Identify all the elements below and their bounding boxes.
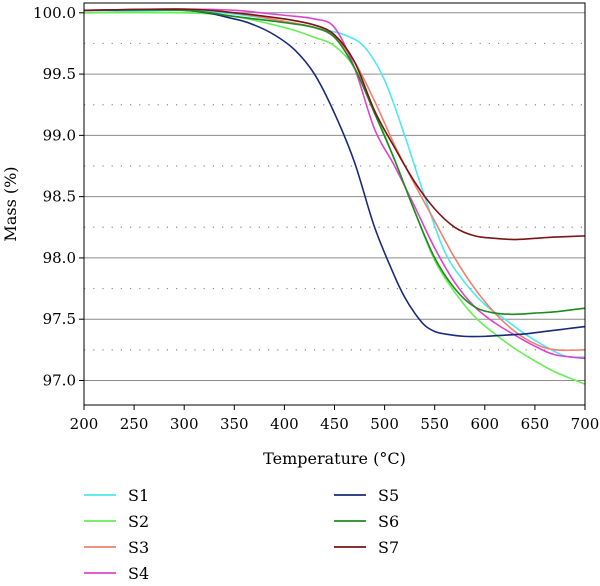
y-tick-label: 98.5	[43, 188, 76, 206]
x-tick-label: 300	[170, 415, 199, 433]
y-axis-label: Mass (%)	[1, 166, 20, 241]
series-line-s6	[83, 9, 586, 316]
legend-label-s4: S4	[128, 564, 149, 581]
series-lines	[83, 8, 586, 385]
legend-label-s1: S1	[128, 486, 149, 505]
y-tick-label: 97.0	[43, 371, 76, 389]
legend: S1 S2 S3 S4 S5 S6 S7	[84, 486, 399, 583]
x-tick-label: 500	[370, 415, 399, 433]
legend-label-s3: S3	[128, 538, 149, 557]
legend-label-s5: S5	[378, 486, 399, 505]
y-tick-label: 99.5	[43, 65, 76, 83]
x-axis-ticks: 200 250 300 350 400 450 500 550 600 650 700	[70, 405, 600, 433]
x-tick-label: 450	[320, 415, 349, 433]
series-line-s3	[83, 8, 586, 352]
x-tick-label: 350	[220, 415, 249, 433]
x-tick-label: 400	[270, 415, 299, 433]
series-line-s4	[83, 8, 586, 360]
x-tick-label: 200	[70, 415, 99, 433]
x-axis-label: Temperature (°C)	[263, 449, 406, 468]
legend-label-s2: S2	[128, 512, 149, 531]
y-axis-ticks: 97.0 97.5 98.0 98.5 99.0 99.5 100.0	[33, 4, 84, 389]
y-tick-label: 99.0	[43, 126, 76, 144]
x-tick-label: 700	[571, 415, 600, 433]
legend-label-s7: S7	[378, 538, 399, 557]
x-tick-label: 650	[521, 415, 550, 433]
y-tick-label: 97.5	[43, 310, 76, 328]
x-tick-label: 550	[420, 415, 449, 433]
y-tick-label: 100.0	[33, 4, 76, 22]
legend-label-s6: S6	[378, 512, 399, 531]
series-line-s7	[83, 8, 586, 241]
grid	[84, 12, 585, 381]
x-tick-label: 600	[470, 415, 499, 433]
x-tick-label: 250	[120, 415, 149, 433]
series-line-s5	[83, 8, 586, 338]
series-line-s1	[83, 9, 586, 359]
y-tick-label: 98.0	[43, 249, 76, 267]
